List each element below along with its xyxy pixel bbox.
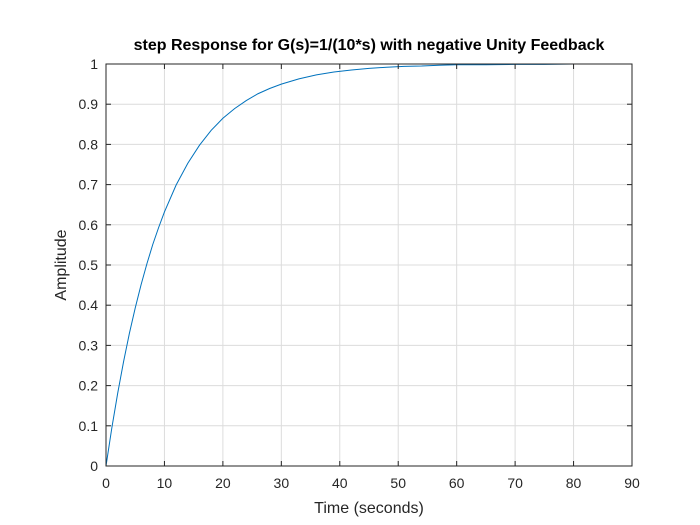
y-tick-label: 0.2 bbox=[79, 378, 99, 394]
chart-title: step Response for G(s)=1/(10*s) with neg… bbox=[134, 37, 605, 54]
x-tick-labels: 0 10 20 30 40 50 60 70 80 90 bbox=[102, 475, 640, 491]
x-tick-label: 0 bbox=[102, 475, 110, 491]
x-tick-label: 50 bbox=[390, 475, 406, 491]
x-tick-label: 30 bbox=[274, 475, 290, 491]
x-tick-label: 10 bbox=[157, 475, 173, 491]
x-axis-label: Time (seconds) bbox=[314, 500, 424, 517]
x-tick-label: 80 bbox=[566, 475, 582, 491]
x-tick-label: 20 bbox=[215, 475, 231, 491]
series-layer bbox=[105, 63, 632, 467]
y-tick-label: 0.6 bbox=[79, 217, 99, 233]
y-tick-labels: 0 0.1 0.2 0.3 0.4 0.5 0.6 0.7 0.8 0.9 1 bbox=[79, 56, 99, 474]
y-axis-label: Amplitude bbox=[53, 229, 70, 300]
y-tick-label: 0.5 bbox=[79, 257, 99, 273]
y-tick-label: 0.9 bbox=[79, 96, 99, 112]
grid-lines bbox=[105, 63, 633, 467]
y-tick-label: 0 bbox=[90, 458, 98, 474]
y-tick-label: 0.8 bbox=[79, 136, 99, 152]
x-tick-label: 60 bbox=[449, 475, 465, 491]
x-tick-label: 90 bbox=[624, 475, 640, 491]
step-response-line bbox=[105, 63, 632, 467]
y-tick-label: 0.7 bbox=[79, 177, 99, 193]
y-tick-label: 0.3 bbox=[79, 337, 99, 353]
x-tick-label: 70 bbox=[507, 475, 523, 491]
x-tick-label: 40 bbox=[332, 475, 348, 491]
y-tick-label: 1 bbox=[90, 56, 98, 72]
y-tick-label: 0.1 bbox=[79, 418, 99, 434]
y-tick-label: 0.4 bbox=[79, 297, 99, 313]
ticks bbox=[105, 63, 633, 467]
